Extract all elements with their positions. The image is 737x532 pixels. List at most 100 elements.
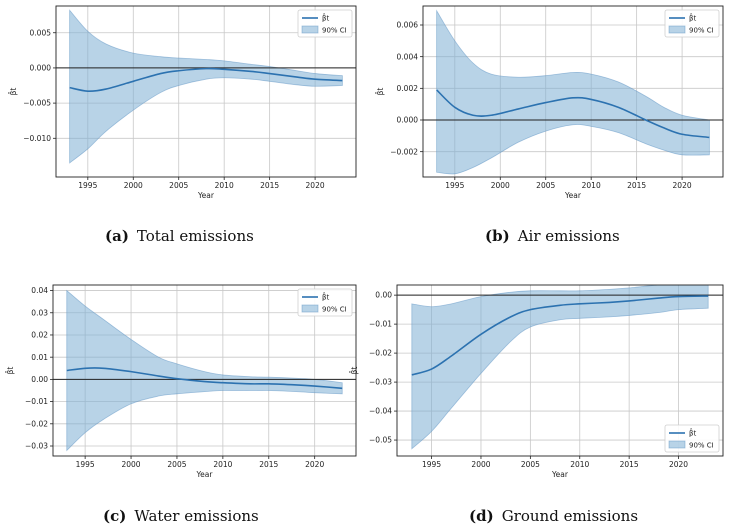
y-tick-label-1: −0.005 [23,99,51,108]
x-tick-label-2: 2005 [536,181,555,190]
y-axis-label: β̂t [9,88,18,96]
x-tick-label-2: 2005 [167,460,186,469]
y-tick-label-3: 0.00 [31,375,48,384]
x-tick-label-5: 2020 [305,460,324,469]
y-tick-label-7: 0.04 [31,286,48,295]
y-tick-label-5: 0.02 [31,331,48,340]
caption-label: (a) [105,227,129,245]
y-tick-label-4: 0.006 [397,21,419,30]
x-tick-label-0: 1995 [76,460,95,469]
legend: β̂t 90% CI [297,9,353,38]
y-tick-label-2: −0.01 [25,397,48,406]
caption-label: (b) [485,227,510,245]
caption-text: Air emissions [517,227,620,245]
legend-label-beta: β̂t [322,292,329,301]
y-tick-label-4: 0.01 [31,353,48,362]
y-tick-label-2: −0.03 [369,378,392,387]
legend-label-beta: β̂t [689,428,696,437]
x-tick-label-4: 2015 [627,181,646,190]
x-tick-label-1: 2000 [491,181,510,190]
panel-b: 1995 2000 2005 2010 2015 2020 −0.002 0.000 0.002… [376,5,724,245]
x-axis-label: Year [197,191,215,200]
y-tick-label-3: −0.02 [369,349,392,358]
panel-caption: (d) Ground emissions [469,507,638,525]
x-tick-label-1: 2000 [124,181,143,190]
x-tick-label-5: 2020 [669,460,688,469]
beta-line [69,67,343,92]
x-axis-label: Year [551,470,569,479]
panel-c: 1995 2000 2005 2010 2015 2020 −0.03 −0.02 −0.01 0… [6,284,357,525]
x-tick-label-4: 2015 [620,460,639,469]
legend-label-ci: 90% CI [689,27,714,35]
beta-line [66,367,343,390]
x-tick-label-2: 2005 [169,181,188,190]
panel-caption: (b) Air emissions [485,227,620,245]
legend-band-swatch [301,25,319,34]
plot-area [53,289,356,452]
ci-band [411,285,709,450]
x-tick-label-3: 2010 [582,181,601,190]
legend-label-ci: 90% CI [322,27,347,35]
y-axis-label: β̂t [350,367,359,375]
y-tick-label-6: 0.03 [31,308,48,317]
x-tick-label-0: 1995 [422,460,441,469]
legend: β̂t 90% CI [297,288,353,317]
x-tick-label-1: 2000 [471,460,490,469]
plot-area [423,9,723,175]
x-tick-label-3: 2010 [213,460,232,469]
ci-band [436,9,710,175]
x-tick-label-4: 2015 [260,181,279,190]
x-tick-label-0: 1995 [78,181,97,190]
y-tick-label-3: 0.005 [30,28,52,37]
caption-text: Total emissions [137,227,254,245]
caption-label: (d) [469,507,494,525]
y-tick-label-3: 0.004 [397,52,419,61]
y-tick-label-5: 0.00 [375,291,392,300]
caption-label: (c) [103,507,126,525]
legend-band-swatch [668,440,686,449]
legend: β̂t 90% CI [664,424,720,453]
y-tick-label-0: −0.03 [25,442,48,451]
caption-text: Ground emissions [502,507,638,525]
y-tick-label-1: −0.04 [369,407,392,416]
x-tick-label-3: 2010 [570,460,589,469]
axes-frame [422,5,724,178]
x-tick-label-3: 2010 [215,181,234,190]
x-tick-label-1: 2000 [121,460,140,469]
y-tick-label-0: −0.010 [23,134,51,143]
x-axis-label: Year [564,191,582,200]
y-axis-label: β̂t [376,88,385,96]
y-tick-label-4: −0.01 [369,320,392,329]
axes-frame [396,284,724,457]
legend-label-ci: 90% CI [322,306,347,314]
y-tick-label-2: 0.002 [397,84,419,93]
legend-label-beta: β̂t [322,13,329,22]
ci-band [69,9,343,164]
x-tick-label-4: 2015 [259,460,278,469]
y-tick-label-2: 0.000 [30,64,52,73]
x-tick-label-2: 2005 [521,460,540,469]
panel-a: 1995 2000 2005 2010 2015 2020 −0.010 −0.005 0.00… [9,5,357,245]
legend: β̂t 90% CI [664,9,720,38]
legend-label-beta: β̂t [689,13,696,22]
x-tick-label-5: 2020 [673,181,692,190]
y-axis-label: β̂t [6,367,15,375]
legend-label-ci: 90% CI [689,442,714,450]
x-tick-label-5: 2020 [306,181,325,190]
x-tick-label-0: 1995 [445,181,464,190]
plot-area [56,9,356,164]
panel-caption: (c) Water emissions [103,507,259,525]
axes-frame [55,5,357,178]
beta-line [436,89,710,139]
y-tick-label-1: 0.000 [397,116,419,125]
legend-band-swatch [301,304,319,313]
plot-area [397,285,723,450]
x-axis-label: Year [196,470,214,479]
y-tick-label-0: −0.05 [369,436,392,445]
axes-frame [52,284,357,457]
legend-band-swatch [668,25,686,34]
panel-caption: (a) Total emissions [105,227,254,245]
caption-text: Water emissions [134,507,258,525]
y-tick-label-0: −0.002 [390,147,418,156]
